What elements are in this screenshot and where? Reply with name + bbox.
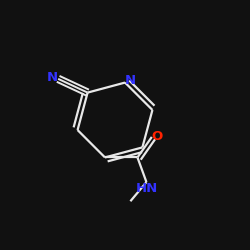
Text: N: N — [125, 74, 136, 87]
Text: O: O — [152, 130, 163, 143]
Text: N: N — [47, 71, 58, 84]
Text: HN: HN — [135, 182, 158, 195]
